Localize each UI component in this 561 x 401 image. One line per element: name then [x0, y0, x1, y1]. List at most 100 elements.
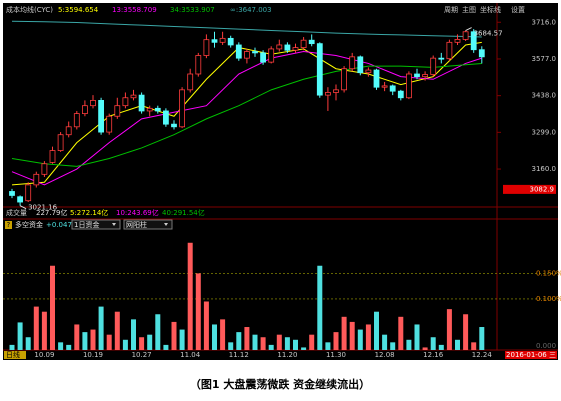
candle-body: [284, 44, 291, 51]
bar: [187, 242, 193, 350]
bar: [309, 334, 315, 350]
candle-body: [341, 68, 348, 91]
toolbar-button[interactable]: 坐标线: [480, 5, 501, 14]
candle-body: [422, 74, 429, 78]
cursor-price: 3082.9: [530, 185, 555, 193]
x-tick-label: 11.04: [180, 351, 201, 359]
style-dropdown-text: 网阳柱: [126, 220, 147, 229]
candle-body: [365, 69, 372, 74]
bar: [155, 314, 161, 350]
x-tick-label: 12.16: [423, 351, 444, 359]
legend-entry: ∞:3647.003: [230, 6, 272, 14]
bar: [390, 342, 396, 350]
chart-background: [3, 3, 558, 360]
x-tick-label: 11.12: [229, 351, 249, 359]
y-tick-label: 3438.0: [532, 92, 557, 100]
bar: [349, 321, 355, 350]
bar: [365, 324, 371, 350]
candle-body: [308, 39, 315, 45]
candle-body: [138, 94, 145, 112]
bar: [471, 342, 477, 350]
candle-body: [414, 73, 420, 78]
bar: [325, 342, 331, 350]
candle-body: [162, 110, 169, 125]
bar: [446, 309, 452, 350]
bar: [106, 334, 112, 350]
candle-body: [268, 48, 275, 63]
candle-body: [171, 123, 177, 128]
bar: [122, 339, 128, 350]
bar: [17, 322, 23, 350]
candle-body: [373, 69, 380, 88]
legend-entry: 5:3594.654: [58, 6, 99, 14]
candle-body: [389, 85, 396, 92]
candle-body: [300, 39, 307, 48]
indicator-title: 多空资金: [15, 220, 43, 229]
bar: [171, 321, 177, 350]
bar: [341, 316, 347, 350]
bar: [90, 329, 96, 350]
bar: [252, 334, 258, 350]
y-tick-label: 0.000: [536, 342, 556, 350]
toolbar-button[interactable]: 主图: [462, 5, 476, 14]
bar: [374, 311, 379, 350]
bar: [236, 332, 242, 350]
candle-body: [446, 41, 453, 60]
toolbar-button[interactable]: 周期: [444, 6, 458, 14]
bar: [317, 265, 323, 350]
candle-body: [187, 73, 194, 91]
y-tick-label: 3299.0: [532, 128, 557, 136]
candle-body: [130, 94, 137, 99]
legend-entry: 34:3533.907: [170, 6, 215, 14]
bar: [430, 337, 436, 350]
candle-body: [324, 92, 331, 96]
candle-body: [195, 55, 202, 75]
bar: [284, 337, 290, 350]
cursor-date-box: [505, 351, 557, 359]
bar: [455, 339, 460, 350]
candle-body: [203, 39, 210, 56]
x-tick-label: 12.24: [472, 351, 493, 359]
annotation-arrow: [19, 205, 27, 210]
y-tick-label: 3716.0: [532, 18, 557, 26]
chart-title: 成本均线(CYC): [6, 5, 53, 14]
candle-body: [470, 31, 477, 51]
style-dropdown[interactable]: [123, 219, 173, 230]
y-tick-label: 0.150%: [536, 269, 561, 277]
indicator-value: +0.047%: [46, 221, 79, 229]
bar: [33, 306, 39, 350]
x-tick-label: 10.27: [132, 351, 152, 359]
caption: （图1 大盘震荡微跌 资金继续流出）: [190, 377, 370, 391]
bar: [212, 324, 217, 350]
bar: [422, 347, 428, 350]
bar: [58, 342, 64, 350]
period-button[interactable]: [4, 351, 26, 359]
moving-average-line: [11, 62, 482, 167]
candle-body: [33, 173, 40, 186]
legend-entry: 13:3558.709: [112, 6, 157, 14]
bar: [463, 314, 469, 350]
bar: [357, 329, 363, 350]
candle-body: [381, 85, 388, 88]
candle-body: [25, 184, 32, 202]
candle-body: [430, 57, 437, 75]
y-tick-label: 3160.0: [532, 165, 557, 173]
candle-body: [397, 90, 404, 99]
bar: [220, 319, 226, 350]
candle-body: [227, 37, 234, 46]
bar: [41, 311, 47, 350]
candle-body: [292, 47, 299, 51]
annotation: 3021.16: [28, 204, 57, 212]
candle-body: [252, 51, 258, 54]
volume-ma: 40:291.54亿: [162, 208, 205, 217]
bar: [406, 339, 412, 350]
annotation-arrow: [465, 27, 472, 32]
period-dropdown[interactable]: [71, 219, 121, 230]
toolbar-button[interactable]: 设置: [511, 5, 525, 14]
period-dropdown-text: 1日资金: [74, 220, 99, 229]
volume-ma: 5:272.14亿: [70, 208, 108, 217]
moving-average-line: [11, 20, 482, 38]
annotation: 3684.57: [474, 30, 503, 38]
help-icon[interactable]: [5, 221, 12, 229]
